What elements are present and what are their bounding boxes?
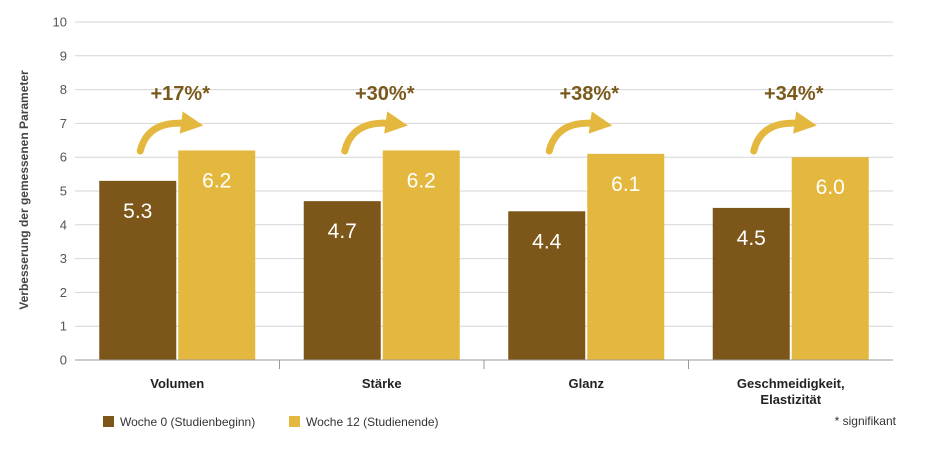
bar-value-label: 6.1 [611, 173, 640, 196]
bar-value-label: 4.4 [532, 230, 562, 253]
bar-value-label: 4.5 [737, 227, 766, 250]
category-label: Geschmeidigkeit, Elastizität [737, 376, 845, 407]
percent-change-label: +34%* [764, 83, 824, 105]
y-tick-label: 6 [60, 150, 67, 165]
category-label-line: Geschmeidigkeit, [737, 376, 845, 391]
category-label-line: Elastizität [760, 392, 821, 407]
percent-change-label: +38%* [560, 83, 620, 105]
legend-label-woche-0: Woche 0 (Studienbeginn) [120, 415, 255, 429]
y-tick-label: 5 [60, 184, 67, 199]
category-label: Stärke [362, 376, 402, 391]
bar-woche-12 [791, 157, 869, 360]
y-axis-label: Verbesserung der gemessenen Parameter [17, 70, 31, 310]
category-label-line: Volumen [150, 376, 204, 391]
bar-woche-0 [712, 207, 790, 360]
y-tick-label: 0 [60, 353, 67, 368]
bar-value-label: 6.0 [816, 176, 845, 199]
increase-arrow-icon [136, 111, 204, 155]
increase-arrow-icon [341, 111, 408, 155]
bar-woche-0 [99, 180, 177, 360]
category-label: Volumen [150, 376, 204, 391]
increase-arrow-icon [545, 111, 613, 155]
bar-value-label: 5.3 [123, 200, 152, 223]
category-label-line: Glanz [569, 376, 605, 391]
category-label-line: Stärke [362, 376, 402, 391]
bar-woche-12 [178, 150, 256, 360]
y-tick-label: 7 [60, 116, 67, 131]
percent-change-label: +30%* [355, 83, 415, 105]
increase-arrow-icon [750, 111, 817, 155]
y-tick-label: 10 [53, 15, 67, 30]
bar-value-label: 6.2 [202, 169, 231, 192]
percent-change-label: +17%* [151, 83, 211, 105]
y-tick-label: 1 [60, 319, 67, 334]
bars: 5.3 6.2 4.7 6.2 4.4 6.1 4.5 6.0 [99, 150, 869, 360]
category-labels: Volumen Stärke Glanz Geschmeidigkeit, Elasti… [150, 376, 844, 407]
y-tick-label: 9 [60, 48, 67, 63]
legend: Woche 0 (Studienbeginn) Woche 12 (Studie… [103, 415, 439, 429]
legend-swatch-woche-12 [289, 416, 300, 427]
bar-value-label: 4.7 [328, 220, 357, 243]
bar-value-label: 6.2 [407, 169, 436, 192]
y-tick-label: 4 [60, 217, 67, 232]
bar-woche-12 [382, 150, 460, 360]
y-axis-ticks: 0 1 2 3 4 5 6 7 8 9 10 [53, 15, 67, 368]
y-tick-label: 3 [60, 251, 67, 266]
category-label: Glanz [569, 376, 605, 391]
bar-woche-0 [303, 201, 381, 360]
y-tick-label: 8 [60, 82, 67, 97]
legend-swatch-woche-0 [103, 416, 114, 427]
y-tick-label: 2 [60, 285, 67, 300]
footnote-significant: * signifikant [835, 414, 897, 428]
category-separators [279, 360, 689, 369]
legend-label-woche-12: Woche 12 (Studienende) [306, 415, 439, 429]
change-annotations: +17%* +30%* +38%* +34%* [136, 83, 824, 155]
bar-woche-0 [508, 211, 586, 360]
bar-woche-12 [587, 153, 665, 360]
